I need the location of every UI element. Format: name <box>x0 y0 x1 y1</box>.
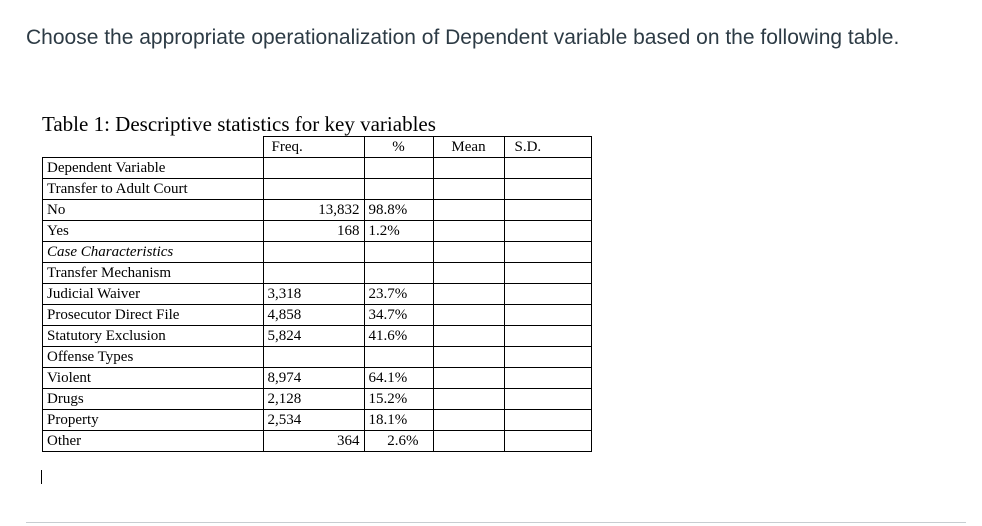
freq-cell <box>262 262 365 284</box>
table-row: Violent 8,974 64.1% <box>42 367 592 389</box>
row-label: Dependent Variable <box>42 157 264 179</box>
mean-cell <box>432 409 505 431</box>
table-row: Yes 168 1.2% <box>42 220 592 242</box>
header-freq: Freq. <box>262 136 365 158</box>
table-caption: Table 1: Descriptive statistics for key … <box>42 112 436 136</box>
percent-cell: 98.8% <box>363 199 434 221</box>
mean-cell <box>432 325 505 347</box>
freq-cell: 2,128 <box>262 388 365 410</box>
freq-cell: 4,858 <box>262 304 365 326</box>
table-row: Other 364 2.6% <box>42 430 592 452</box>
mean-cell <box>432 178 505 200</box>
percent-cell <box>363 346 434 368</box>
table-row: Transfer Mechanism <box>42 262 592 284</box>
freq-cell <box>262 346 365 368</box>
percent-cell <box>363 178 434 200</box>
table-row: Offense Types <box>42 346 592 368</box>
row-label: Drugs <box>42 388 264 410</box>
percent-cell: 41.6% <box>363 325 434 347</box>
sd-cell <box>503 409 592 431</box>
mean-cell <box>432 220 505 242</box>
table-row: Case Characteristics <box>42 241 592 263</box>
mean-cell <box>432 199 505 221</box>
row-label: Statutory Exclusion <box>42 325 264 347</box>
percent-cell: 34.7% <box>363 304 434 326</box>
table-row: No 13,832 98.8% <box>42 199 592 221</box>
mean-cell <box>432 346 505 368</box>
table-row: Judicial Waiver 3,318 23.7% <box>42 283 592 305</box>
freq-cell: 3,318 <box>262 283 365 305</box>
table-header-row: Freq. % Mean S.D. <box>42 136 592 158</box>
percent-cell: 15.2% <box>363 388 434 410</box>
sd-cell <box>503 430 592 452</box>
table-row: Prosecutor Direct File 4,858 34.7% <box>42 304 592 326</box>
sd-cell <box>503 283 592 305</box>
percent-cell: 64.1% <box>363 367 434 389</box>
table-row: Statutory Exclusion 5,824 41.6% <box>42 325 592 347</box>
row-label: Judicial Waiver <box>42 283 264 305</box>
table-row: Dependent Variable <box>42 157 592 179</box>
text-cursor <box>41 470 42 484</box>
sd-cell <box>503 220 592 242</box>
mean-cell <box>432 388 505 410</box>
descriptive-statistics-table: Freq. % Mean S.D. Dependent Variable Tra… <box>42 136 592 452</box>
sd-cell <box>503 388 592 410</box>
freq-cell: 2,534 <box>262 409 365 431</box>
row-label: No <box>42 199 264 221</box>
percent-cell <box>363 241 434 263</box>
row-label: Property <box>42 409 264 431</box>
percent-cell: 1.2% <box>363 220 434 242</box>
freq-cell <box>262 241 365 263</box>
sd-cell <box>503 241 592 263</box>
percent-cell: 2.6% <box>363 430 434 452</box>
header-sd: S.D. <box>503 136 592 158</box>
sd-cell <box>503 367 592 389</box>
percent-cell: 18.1% <box>363 409 434 431</box>
percent-cell <box>363 157 434 179</box>
freq-cell <box>262 157 365 179</box>
freq-cell: 5,824 <box>262 325 365 347</box>
sd-cell <box>503 157 592 179</box>
sd-cell <box>503 199 592 221</box>
mean-cell <box>432 157 505 179</box>
sd-cell <box>503 346 592 368</box>
table-row: Drugs 2,128 15.2% <box>42 388 592 410</box>
sd-cell <box>503 262 592 284</box>
percent-cell <box>363 262 434 284</box>
sd-cell <box>503 304 592 326</box>
row-label: Transfer Mechanism <box>42 262 264 284</box>
table-row: Transfer to Adult Court <box>42 178 592 200</box>
sd-cell <box>503 325 592 347</box>
row-label: Other <box>42 430 264 452</box>
row-label: Violent <box>42 367 264 389</box>
freq-cell: 13,832 <box>262 199 365 221</box>
table-row: Property 2,534 18.1% <box>42 409 592 431</box>
freq-cell <box>262 178 365 200</box>
header-mean: Mean <box>432 136 505 158</box>
row-label: Transfer to Adult Court <box>42 178 264 200</box>
question-text: Choose the appropriate operationalizatio… <box>26 26 900 49</box>
mean-cell <box>432 430 505 452</box>
mean-cell <box>432 283 505 305</box>
row-label: Yes <box>42 220 264 242</box>
freq-cell: 8,974 <box>262 367 365 389</box>
header-label-blank <box>42 136 264 158</box>
row-label: Case Characteristics <box>42 241 264 263</box>
mean-cell <box>432 367 505 389</box>
freq-cell: 168 <box>262 220 365 242</box>
mean-cell <box>432 241 505 263</box>
mean-cell <box>432 304 505 326</box>
mean-cell <box>432 262 505 284</box>
header-percent: % <box>363 136 434 158</box>
bottom-divider <box>26 522 966 523</box>
sd-cell <box>503 178 592 200</box>
row-label: Offense Types <box>42 346 264 368</box>
percent-cell: 23.7% <box>363 283 434 305</box>
freq-cell: 364 <box>262 430 365 452</box>
row-label: Prosecutor Direct File <box>42 304 264 326</box>
